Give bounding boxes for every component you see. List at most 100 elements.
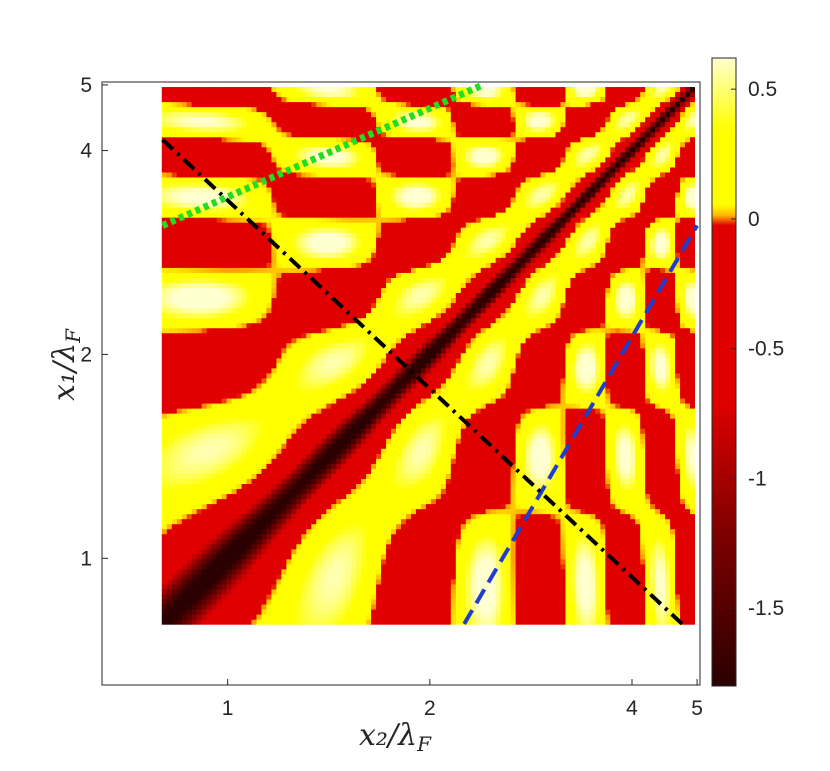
heatmap-cell bbox=[181, 393, 188, 400]
heatmap-cell bbox=[156, 192, 163, 199]
heatmap-cell bbox=[102, 539, 108, 545]
heatmap-cell bbox=[151, 383, 158, 390]
heatmap-cell bbox=[301, 398, 307, 405]
heatmap-cell bbox=[156, 659, 163, 666]
heatmap-cell bbox=[216, 679, 223, 685]
heatmap-cell bbox=[296, 564, 302, 571]
heatmap-cell bbox=[301, 373, 307, 380]
heatmap-cell bbox=[191, 458, 198, 465]
heatmap-cell bbox=[116, 157, 123, 164]
heatmap-cell bbox=[201, 413, 208, 420]
heatmap-cell bbox=[231, 112, 238, 118]
heatmap-cell bbox=[301, 232, 307, 239]
heatmap-cell bbox=[251, 554, 258, 560]
heatmap-cell bbox=[266, 489, 273, 495]
heatmap-cell bbox=[226, 318, 233, 324]
heatmap-cell bbox=[186, 232, 193, 239]
heatmap-cell bbox=[256, 458, 263, 465]
heatmap-cell bbox=[276, 489, 282, 495]
heatmap-cell bbox=[151, 519, 158, 525]
heatmap-cell bbox=[186, 157, 193, 164]
heatmap-cell bbox=[171, 448, 178, 455]
heatmap-cell bbox=[191, 539, 198, 545]
heatmap-cell bbox=[121, 393, 128, 400]
heatmap-cell bbox=[201, 283, 208, 289]
heatmap-cell bbox=[166, 222, 173, 229]
heatmap-cell bbox=[126, 242, 133, 249]
heatmap-cell bbox=[186, 629, 193, 636]
heatmap-cell bbox=[146, 544, 153, 550]
heatmap-cell bbox=[166, 514, 173, 520]
heatmap-cell bbox=[146, 634, 153, 641]
heatmap-cell bbox=[246, 499, 253, 505]
heatmap-cell bbox=[176, 559, 183, 566]
heatmap-cell bbox=[176, 197, 183, 204]
heatmap-cell bbox=[191, 679, 198, 685]
heatmap-cell bbox=[201, 227, 208, 234]
heatmap-cell bbox=[226, 393, 233, 400]
heatmap-cell bbox=[221, 438, 228, 445]
heatmap-cell bbox=[161, 509, 168, 515]
heatmap-cell bbox=[291, 92, 297, 98]
heatmap-cell bbox=[111, 127, 118, 133]
heatmap-cell bbox=[201, 549, 208, 555]
heatmap-cell bbox=[301, 539, 307, 545]
heatmap-cell bbox=[286, 353, 292, 359]
heatmap-cell bbox=[121, 202, 128, 209]
heatmap-cell bbox=[106, 609, 113, 616]
heatmap-cell bbox=[171, 654, 178, 661]
heatmap-cell bbox=[306, 388, 312, 395]
heatmap-cell bbox=[281, 443, 287, 450]
heatmap-cell bbox=[266, 554, 273, 560]
heatmap-cell bbox=[236, 458, 243, 465]
heatmap-cell bbox=[111, 468, 118, 475]
heatmap-cell bbox=[276, 222, 282, 229]
heatmap-cell bbox=[136, 237, 143, 244]
heatmap-cell bbox=[211, 142, 218, 148]
heatmap-cell bbox=[211, 388, 218, 395]
heatmap-cell bbox=[126, 529, 133, 535]
heatmap-cell bbox=[301, 92, 307, 98]
heatmap-cell bbox=[201, 257, 208, 264]
heatmap-cell bbox=[261, 102, 268, 108]
heatmap-cell bbox=[246, 438, 253, 445]
heatmap-cell bbox=[171, 358, 178, 365]
heatmap-cell bbox=[246, 142, 253, 148]
heatmap-cell bbox=[126, 373, 133, 380]
heatmap-cell bbox=[131, 453, 138, 460]
heatmap-cell bbox=[166, 262, 173, 269]
heatmap-cell bbox=[261, 639, 268, 646]
heatmap-cell bbox=[296, 363, 302, 370]
heatmap-cell bbox=[102, 554, 108, 560]
heatmap-cell bbox=[241, 644, 248, 651]
heatmap-cell bbox=[221, 102, 228, 108]
heatmap-cell bbox=[246, 654, 253, 661]
heatmap-cell bbox=[186, 388, 193, 395]
heatmap-cell bbox=[256, 453, 263, 460]
heatmap-cell bbox=[106, 343, 113, 349]
heatmap-cell bbox=[241, 604, 248, 611]
heatmap-cell bbox=[196, 629, 203, 636]
heatmap-cell bbox=[301, 142, 307, 148]
heatmap-cell bbox=[191, 117, 198, 123]
heatmap-cell bbox=[291, 272, 297, 279]
heatmap-cell bbox=[266, 252, 273, 259]
heatmap-cell bbox=[226, 102, 233, 108]
heatmap-cell bbox=[186, 373, 193, 380]
heatmap-cell bbox=[146, 499, 153, 505]
heatmap-cell bbox=[241, 343, 248, 349]
heatmap-cell bbox=[102, 257, 108, 264]
heatmap-cell bbox=[231, 609, 238, 616]
heatmap-cell bbox=[291, 192, 297, 199]
heatmap-cell bbox=[241, 232, 248, 239]
heatmap-cell bbox=[266, 378, 273, 385]
heatmap-cell bbox=[281, 664, 287, 671]
heatmap-cell bbox=[141, 438, 148, 445]
heatmap-cell bbox=[141, 534, 148, 540]
heatmap-cell bbox=[296, 428, 302, 435]
heatmap-cell bbox=[156, 217, 163, 224]
heatmap-cell bbox=[171, 92, 178, 98]
heatmap-cell bbox=[266, 614, 273, 621]
heatmap-cell bbox=[246, 363, 253, 370]
heatmap-cell bbox=[171, 604, 178, 611]
